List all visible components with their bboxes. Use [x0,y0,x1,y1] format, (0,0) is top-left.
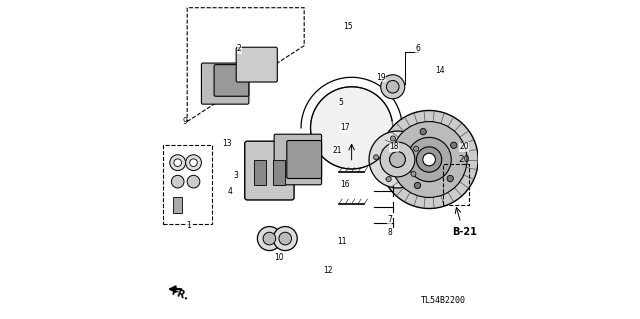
Text: 17: 17 [340,123,349,132]
Circle shape [174,159,182,167]
FancyBboxPatch shape [274,134,321,185]
Circle shape [257,226,282,250]
Circle shape [374,155,379,160]
FancyBboxPatch shape [163,145,212,224]
Circle shape [263,232,276,245]
Circle shape [447,175,453,182]
Circle shape [451,142,457,148]
Text: 21: 21 [333,145,342,154]
Circle shape [414,182,420,189]
Circle shape [417,147,442,172]
Text: TL54B2200: TL54B2200 [420,296,465,305]
Text: 20: 20 [459,142,468,151]
Circle shape [170,155,186,171]
Circle shape [189,159,197,167]
Circle shape [186,155,202,171]
Circle shape [407,137,451,182]
Circle shape [386,177,391,182]
FancyBboxPatch shape [287,141,321,178]
Text: 2: 2 [237,44,242,53]
Circle shape [187,175,200,188]
Text: 9: 9 [182,117,187,126]
FancyBboxPatch shape [236,47,277,82]
Circle shape [172,175,184,188]
Circle shape [397,153,404,160]
Circle shape [390,152,405,167]
Circle shape [423,153,435,166]
Circle shape [279,232,292,245]
Circle shape [411,171,416,176]
Bar [273,160,285,185]
Circle shape [391,122,467,197]
Circle shape [387,80,399,93]
Text: B-21: B-21 [452,227,477,237]
Circle shape [380,110,478,209]
FancyBboxPatch shape [244,141,294,200]
Text: 8: 8 [387,228,392,237]
Circle shape [413,146,419,151]
Text: 4: 4 [227,187,232,196]
Text: 11: 11 [337,237,347,246]
Polygon shape [310,87,393,169]
Circle shape [380,142,415,177]
Circle shape [273,226,297,250]
Text: 13: 13 [222,139,232,148]
Text: 6: 6 [415,44,420,53]
FancyBboxPatch shape [202,63,249,104]
Text: 1: 1 [186,221,191,230]
FancyBboxPatch shape [214,65,249,96]
Text: 3: 3 [234,171,239,180]
Text: 16: 16 [340,180,349,189]
Circle shape [420,129,426,135]
Circle shape [381,75,404,99]
Bar [253,160,266,185]
Circle shape [390,136,396,141]
Text: 10: 10 [274,253,284,262]
Text: FR.: FR. [169,286,189,302]
Text: 18: 18 [390,142,399,151]
Circle shape [369,131,426,188]
Text: 7: 7 [387,215,392,224]
Text: 14: 14 [435,66,445,76]
Text: 5: 5 [338,98,343,107]
Bar [173,197,182,213]
Text: 19: 19 [376,73,386,82]
Text: 15: 15 [344,22,353,31]
Text: 12: 12 [323,266,333,275]
Text: 20: 20 [458,155,470,164]
